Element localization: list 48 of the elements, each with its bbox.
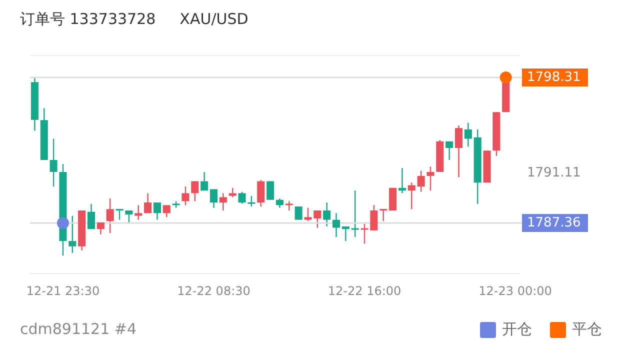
candlestick [50,138,58,188]
candlestick [144,192,152,214]
candlestick [276,198,284,208]
candlestick [87,203,96,230]
candlestick [380,208,388,222]
candlestick [266,180,274,200]
candlestick [153,202,161,220]
candlestick [332,212,340,238]
candlestick [200,171,208,192]
x-tick-label: 12-22 08:30 [177,284,250,298]
candlestick [446,140,454,161]
candlestick [257,179,265,208]
candlestick [464,122,472,148]
candlestick [219,192,227,212]
x-tick-label: 12-23 00:00 [478,284,552,298]
candlestick [116,208,124,220]
candlestick [162,204,170,218]
candlestick [398,167,406,194]
candlestick [248,195,256,208]
candlestick [408,182,416,210]
candlestick [454,124,463,178]
candlestick [351,190,359,238]
candlestick [342,226,350,242]
candlestick [125,210,133,224]
candlestick [182,186,190,206]
candlestick [389,187,397,212]
y-tick-label: 1798.31 [527,70,581,85]
candlestick [426,166,434,192]
candlestick [285,200,293,212]
x-tick-label: 12-21 23:30 [26,284,100,298]
candlestick [68,215,76,254]
candlestick [191,180,199,202]
y-tick-label: 1791.11 [527,166,581,181]
y-tick-label: 1787.36 [527,215,581,230]
legend-label: 开仓 [502,320,532,339]
candlestick [106,198,114,234]
chart-title: 订单号 133733728 [20,10,156,28]
x-tick-label: 12-22 16:00 [328,284,402,298]
candlestick [210,188,218,208]
candlestick [228,187,236,198]
candlestick [417,170,425,192]
chart-subtitle: XAU/USD [180,10,248,28]
candlestick [238,191,246,204]
candlestick [294,206,302,220]
legend-label: 平仓 [572,320,602,339]
candlestick [323,202,331,228]
candlestick [134,204,142,220]
text: cdm891121 #4 [20,320,137,338]
